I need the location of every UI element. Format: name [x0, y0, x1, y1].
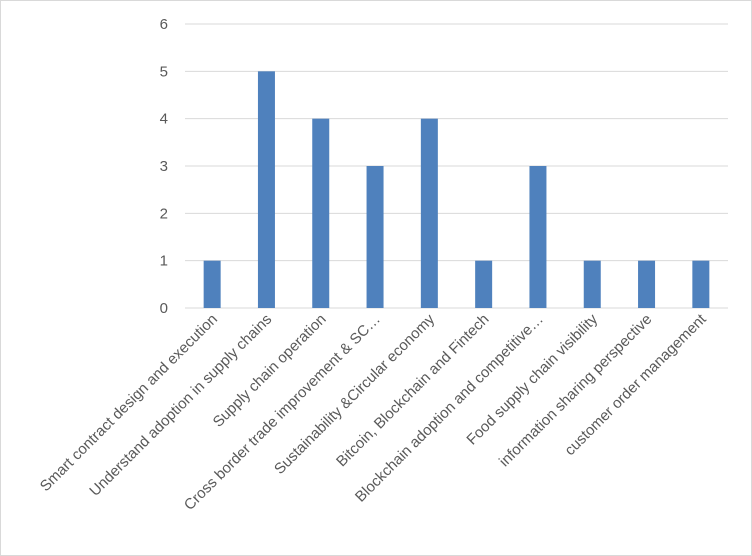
- gridlines: [185, 23, 728, 309]
- bar-3: [312, 118, 330, 309]
- bar-8: [583, 260, 601, 308]
- y-tick-label: 0: [160, 300, 168, 317]
- bar-1: [203, 260, 221, 308]
- y-tick-label: 2: [160, 205, 168, 222]
- bar-5: [420, 118, 438, 309]
- y-tick-label: 4: [160, 111, 168, 128]
- y-axis-ticks: 0 1 2 3 4 5 6: [160, 16, 168, 317]
- bars: [203, 71, 710, 309]
- y-tick-label: 3: [160, 158, 168, 175]
- x-axis-categories: Smart contract design and executionUnder…: [37, 310, 710, 514]
- bar-7: [529, 166, 547, 308]
- bar-4: [366, 166, 384, 308]
- y-tick-label: 5: [160, 63, 168, 80]
- bar-9: [638, 260, 656, 308]
- x-category-label: Blockchain adoption and competitive…: [352, 311, 547, 506]
- y-tick-label: 6: [160, 16, 168, 33]
- bar-6: [475, 260, 493, 308]
- x-category-label: Cross border trade improvement & SC…: [181, 311, 384, 514]
- y-tick-label: 1: [160, 253, 168, 270]
- bar-10: [692, 260, 710, 308]
- bar-2: [257, 71, 275, 308]
